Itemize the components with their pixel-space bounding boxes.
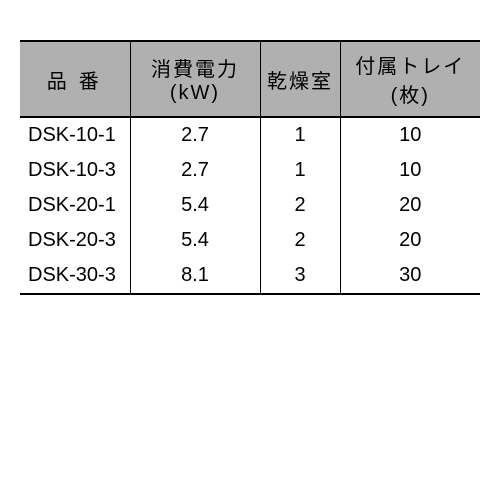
header-tray: 付属トレイ(枚) <box>340 41 480 117</box>
cell-power: 5.4 <box>130 223 260 258</box>
cell-chamber: 2 <box>260 188 340 223</box>
cell-power: 8.1 <box>130 258 260 294</box>
spec-table: 品番 消費電力(kW) 乾燥室 付属トレイ(枚) DSK-10-1 2.7 1 … <box>20 40 480 295</box>
cell-tray: 20 <box>340 223 480 258</box>
cell-chamber: 1 <box>260 153 340 188</box>
cell-chamber: 2 <box>260 223 340 258</box>
table-body: DSK-10-1 2.7 1 10 DSK-10-3 2.7 1 10 DSK-… <box>20 117 480 294</box>
cell-model: DSK-20-3 <box>20 223 130 258</box>
header-model: 品番 <box>20 41 130 117</box>
cell-power: 2.7 <box>130 153 260 188</box>
cell-model: DSK-10-1 <box>20 117 130 153</box>
cell-tray: 20 <box>340 188 480 223</box>
cell-model: DSK-20-1 <box>20 188 130 223</box>
cell-power: 5.4 <box>130 188 260 223</box>
cell-tray: 10 <box>340 117 480 153</box>
header-chamber: 乾燥室 <box>260 41 340 117</box>
table-row: DSK-30-3 8.1 3 30 <box>20 258 480 294</box>
header-row: 品番 消費電力(kW) 乾燥室 付属トレイ(枚) <box>20 41 480 117</box>
cell-model: DSK-10-3 <box>20 153 130 188</box>
cell-tray: 10 <box>340 153 480 188</box>
cell-chamber: 3 <box>260 258 340 294</box>
table-row: DSK-20-1 5.4 2 20 <box>20 188 480 223</box>
cell-model: DSK-30-3 <box>20 258 130 294</box>
header-power: 消費電力(kW) <box>130 41 260 117</box>
spec-table-container: 品番 消費電力(kW) 乾燥室 付属トレイ(枚) DSK-10-1 2.7 1 … <box>20 40 480 295</box>
cell-power: 2.7 <box>130 117 260 153</box>
cell-chamber: 1 <box>260 117 340 153</box>
table-row: DSK-10-1 2.7 1 10 <box>20 117 480 153</box>
cell-tray: 30 <box>340 258 480 294</box>
table-header: 品番 消費電力(kW) 乾燥室 付属トレイ(枚) <box>20 41 480 117</box>
table-row: DSK-10-3 2.7 1 10 <box>20 153 480 188</box>
table-row: DSK-20-3 5.4 2 20 <box>20 223 480 258</box>
